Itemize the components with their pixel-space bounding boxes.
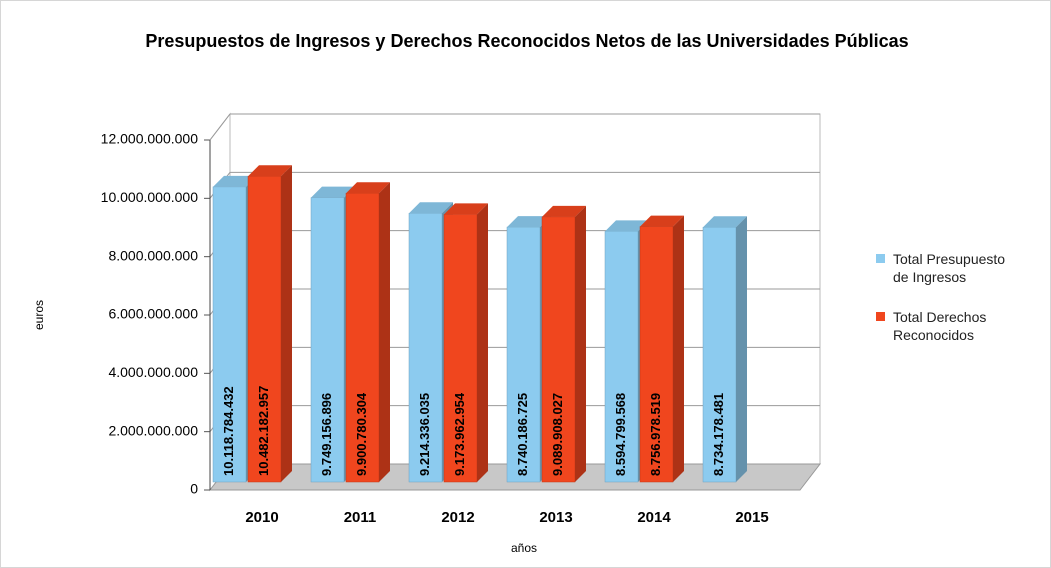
bar-front — [408, 212, 443, 483]
bar — [443, 203, 488, 483]
value-label: 10.118.784.432 — [221, 386, 236, 476]
x-axis-label: años — [511, 541, 537, 555]
chart-title: Presupuestos de Ingresos y Derechos Reco… — [145, 31, 908, 51]
value-label: 9.089.908.027 — [550, 393, 565, 476]
bar-front — [310, 197, 345, 483]
bar-front — [247, 176, 282, 483]
bar-side — [477, 203, 488, 482]
value-label: 8.756.978.519 — [648, 393, 663, 476]
legend-swatch — [876, 254, 885, 263]
bar-front — [345, 192, 380, 483]
bar — [639, 215, 684, 483]
bar — [345, 182, 390, 483]
bar-top — [542, 205, 586, 217]
legend-label: Total Presupuesto de Ingresos — [893, 251, 1006, 285]
y-tick-label: 6.000.000.000 — [108, 306, 198, 322]
y-tick-label: 12.000.000.000 — [101, 131, 199, 147]
bar-side — [736, 216, 747, 483]
x-tick-label: 2015 — [735, 509, 768, 526]
value-label: 8.740.186.725 — [515, 393, 530, 476]
value-label: 8.594.799.568 — [613, 393, 628, 476]
bar-top — [605, 220, 649, 232]
bar-front — [506, 226, 541, 483]
value-label: 9.214.336.035 — [417, 393, 432, 476]
bar-front — [604, 231, 639, 483]
value-label: 9.900.780.304 — [354, 392, 369, 476]
y-tick-label: 2.000.000.000 — [108, 422, 198, 438]
x-tick-label: 2013 — [539, 509, 572, 526]
bar-top — [213, 175, 257, 187]
value-label: 9.173.962.954 — [452, 392, 467, 476]
bar-side — [673, 215, 684, 482]
bar-front — [212, 186, 247, 483]
bar-top — [640, 215, 684, 227]
bar-top — [703, 216, 747, 228]
value-label: 8.734.178.481 — [711, 393, 726, 476]
bar-side — [575, 205, 586, 482]
bar-side — [379, 182, 390, 482]
x-tick-label: 2012 — [441, 509, 474, 526]
bar — [541, 205, 586, 483]
grid-line-side — [209, 113, 231, 141]
x-tick-label: 2010 — [245, 509, 278, 526]
x-tick-label: 2014 — [637, 509, 671, 526]
bar-side — [281, 165, 292, 483]
bar-top — [248, 165, 292, 177]
y-tick-label: 8.000.000.000 — [108, 247, 198, 263]
bar-top — [507, 216, 551, 228]
value-label: 10.482.182.957 — [256, 386, 271, 476]
bar — [247, 165, 292, 483]
legend-swatch — [876, 312, 885, 321]
legend-label: Total Derechos Reconocidos — [893, 309, 987, 343]
y-tick-label: 0 — [190, 481, 198, 497]
bar-top — [311, 186, 355, 198]
bar-front — [702, 227, 737, 483]
y-tick-label: 4.000.000.000 — [108, 364, 198, 380]
y-axis-label: euros — [32, 300, 46, 330]
value-label: 9.749.156.896 — [319, 393, 334, 476]
bar-top — [409, 202, 453, 214]
bar — [702, 216, 747, 483]
y-tick-label: 10.000.000.000 — [101, 189, 199, 205]
bar-top — [444, 203, 488, 215]
bar-top — [346, 182, 390, 194]
x-tick-label: 2011 — [344, 509, 377, 526]
